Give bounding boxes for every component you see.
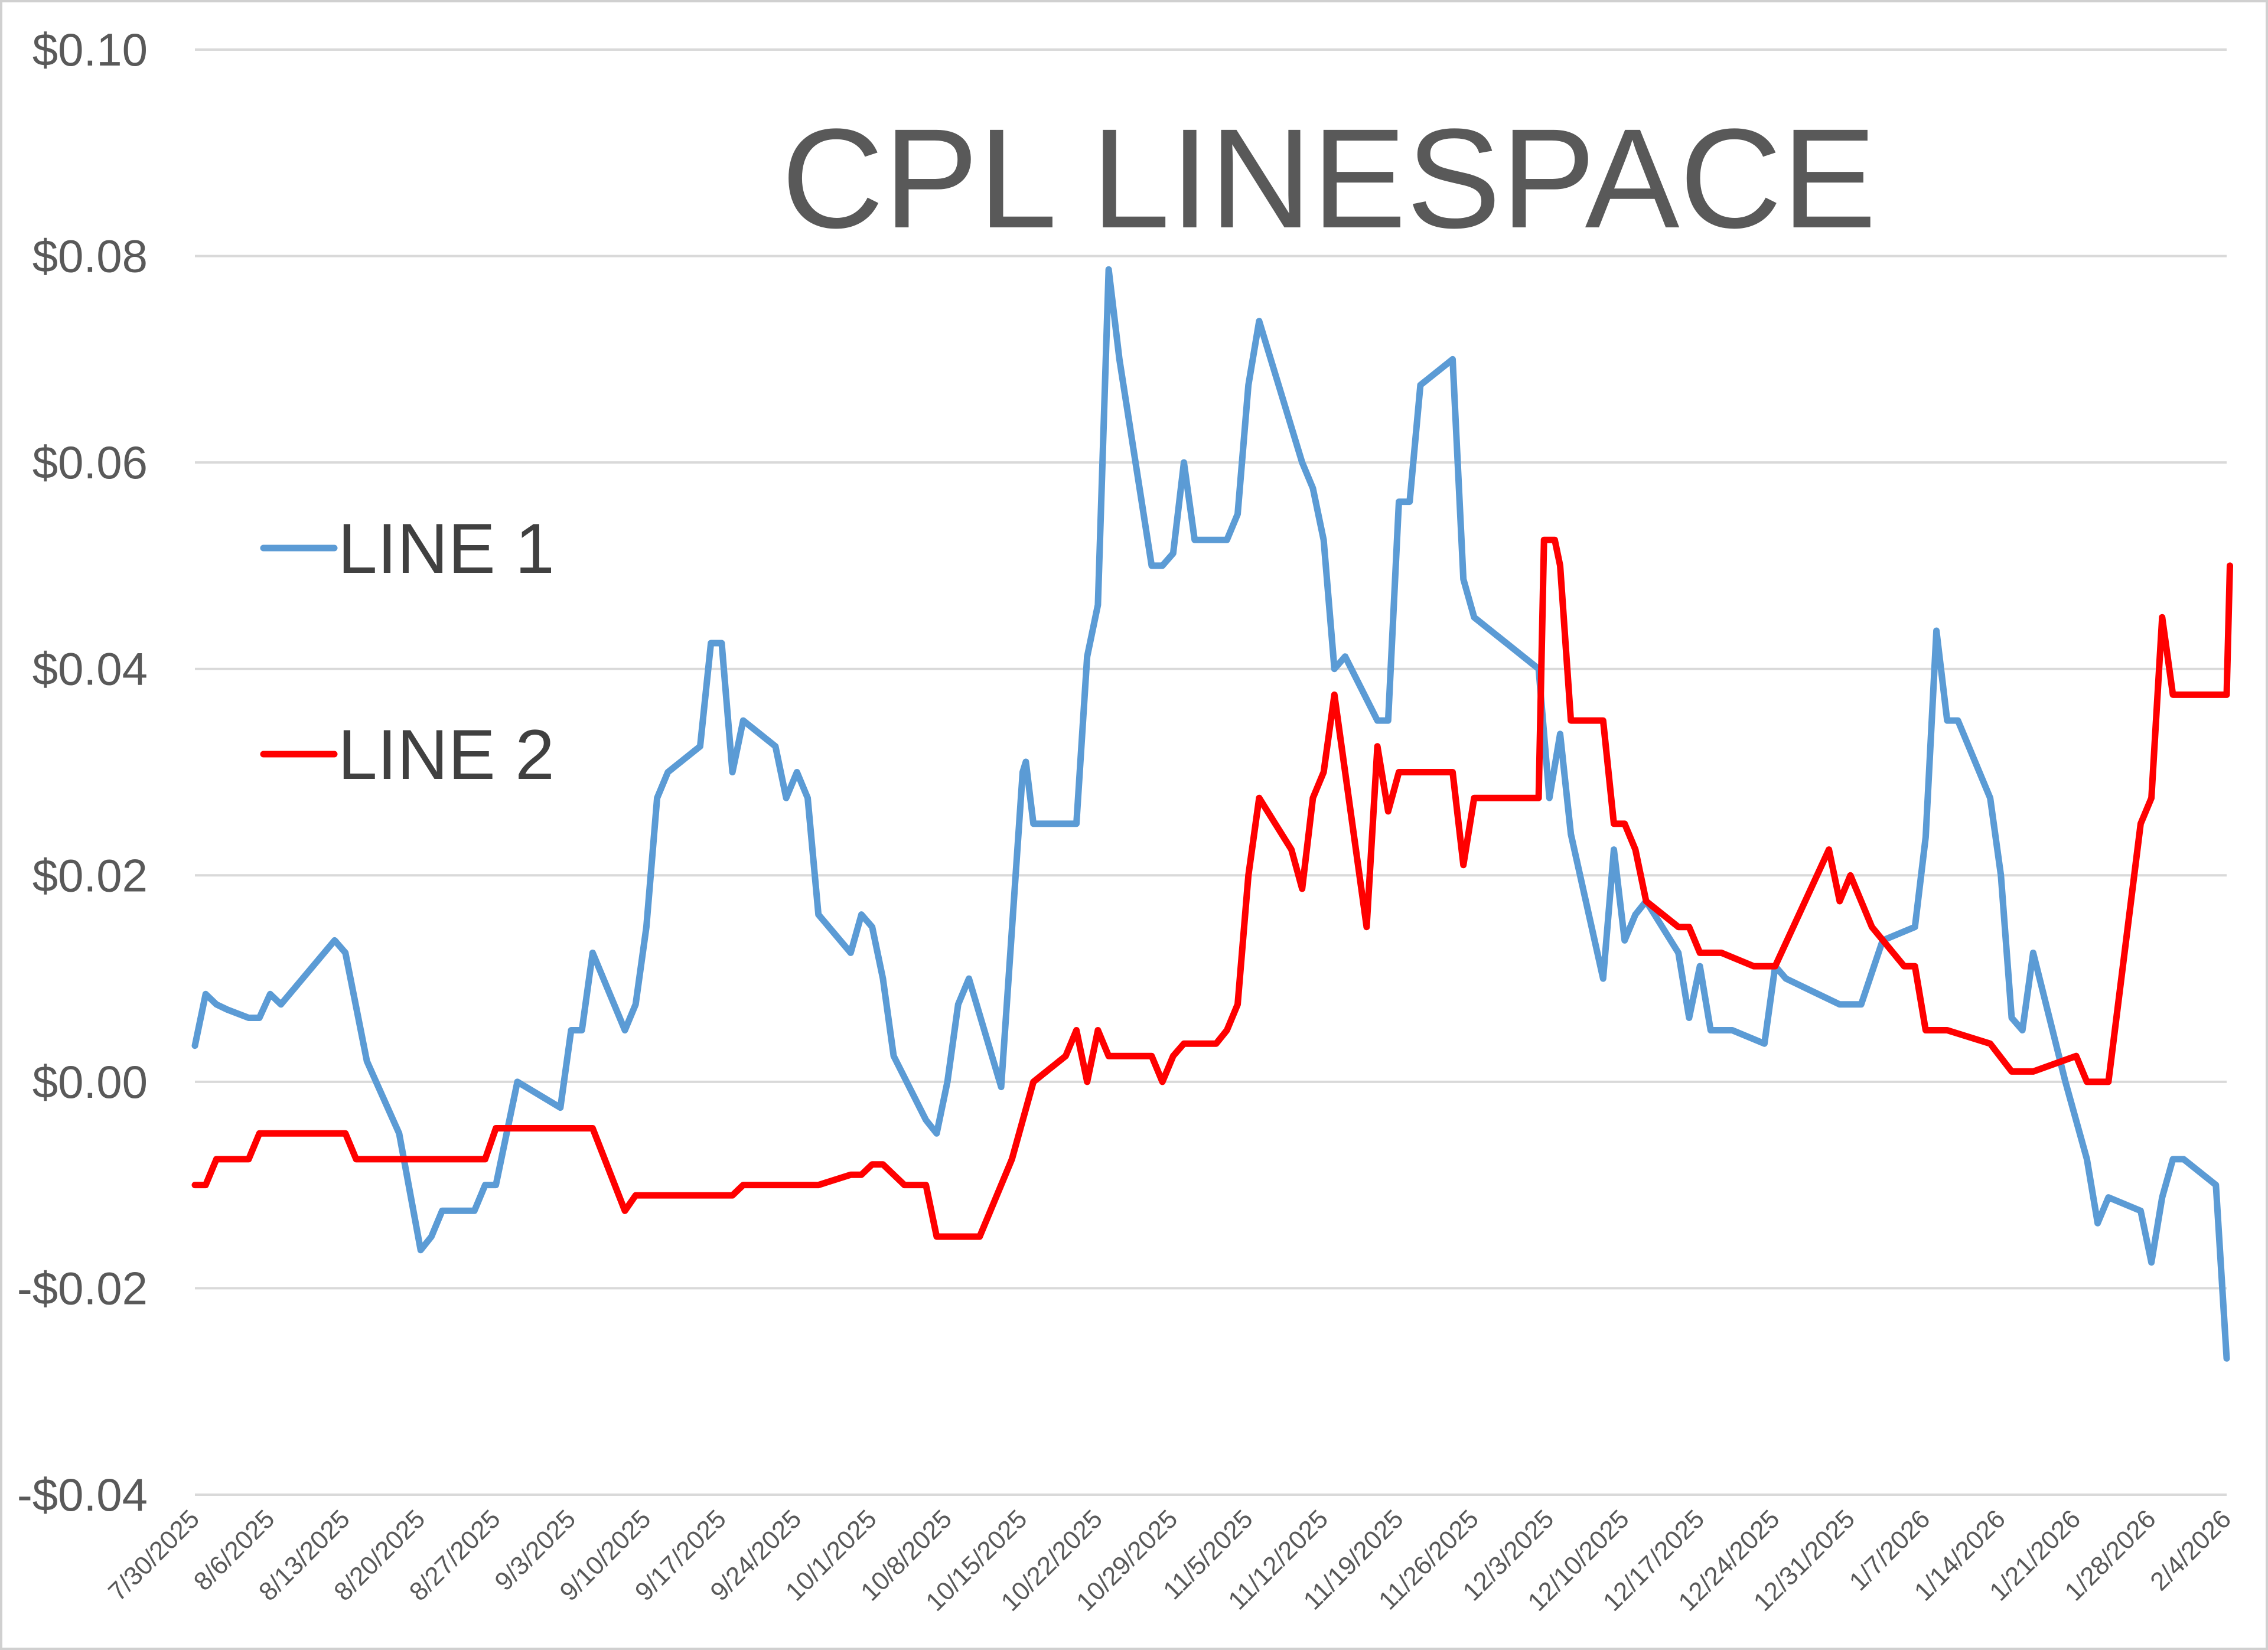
chart-title: CPL LINESPACE (781, 99, 1876, 257)
y-tick-label: $0.02 (32, 849, 148, 901)
y-tick-label: $0.06 (32, 436, 148, 488)
legend-entry-line-1: LINE 1 (260, 509, 555, 588)
y-tick-label: -$0.02 (17, 1262, 148, 1314)
series-line-2 (191, 536, 2233, 1240)
y-tick-label: $0.00 (32, 1056, 148, 1108)
gridlines (195, 48, 2227, 1496)
y-axis-ticks: $0.10 $0.08 $0.06 $0.04 $0.02 $0.00 -$0.02 -$0.… (17, 24, 148, 1521)
legend: LINE 1 LINE 2 (260, 509, 555, 794)
legend-entry-line-2: LINE 2 (260, 715, 555, 794)
series-line-1 (191, 266, 2230, 1362)
y-tick-label: $0.04 (32, 643, 148, 695)
y-tick-label: $0.10 (32, 24, 148, 76)
legend-label-line-1: LINE 1 (338, 509, 555, 588)
y-tick-label: -$0.04 (17, 1469, 148, 1521)
y-tick-label: $0.08 (32, 230, 148, 282)
series-lines (191, 266, 2233, 1362)
legend-label-line-2: LINE 2 (338, 715, 555, 794)
